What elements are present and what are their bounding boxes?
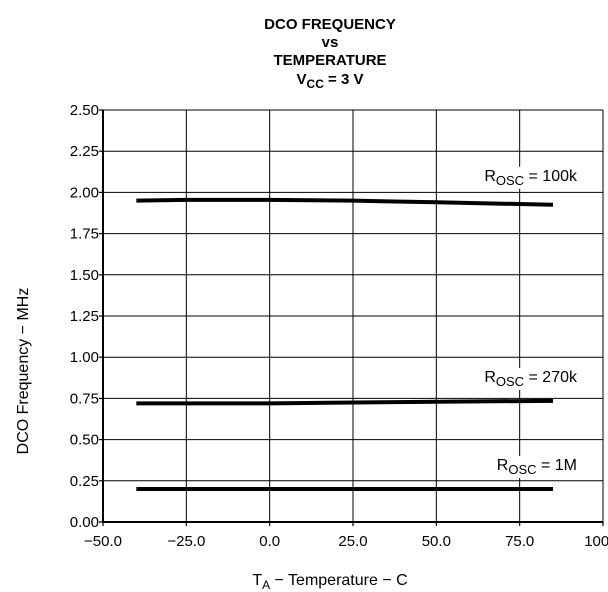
title-line-1: DCO FREQUENCY (264, 16, 396, 33)
x-tick-labels: −50.0 −25.0 0.0 25.0 50.0 75.0 100.0 (84, 533, 608, 550)
y-tick-label: 1.50 (70, 267, 99, 284)
y-tick-label: 1.00 (70, 349, 99, 366)
series-label-sub: OSC (508, 462, 536, 477)
series-label-background (493, 456, 580, 479)
axes (99, 109, 604, 526)
chart-title: DCO FREQUENCY vs TEMPERATURE VCC = 3 V (264, 16, 396, 91)
title-line-4-sub: CC (307, 77, 325, 91)
y-tick-label: 2.50 (70, 102, 99, 119)
x-axis-label-main: T (252, 572, 262, 589)
series-label-1: ROSC = 100k (484, 168, 578, 188)
series-label-sub: OSC (496, 374, 524, 389)
series-label-main: R (484, 369, 496, 386)
series-lines (136, 197, 554, 492)
series-line-1 (136, 197, 554, 207)
title-line-2: vs (322, 34, 339, 51)
y-tick-label: 2.25 (70, 143, 99, 160)
title-line-4: VCC = 3 V (297, 71, 364, 91)
title-line-4-main: V (297, 71, 307, 88)
series-label-background (481, 367, 581, 390)
series-label-background (481, 166, 581, 189)
y-tick-label: 0.50 (70, 432, 99, 449)
x-tick-label: 0.0 (259, 533, 280, 550)
y-tick-label: 0.75 (70, 390, 99, 407)
x-axis-label: TA − Temperature − C (252, 572, 407, 592)
series-label-rest: = 1M (537, 457, 577, 474)
x-axis-label-sub: A (262, 578, 270, 592)
x-tick-label: 75.0 (505, 533, 534, 550)
series-label-rest: = 100k (524, 168, 578, 185)
series-label-2: ROSC = 270k (484, 369, 578, 389)
series-label-main: R (497, 457, 509, 474)
grid (103, 109, 604, 522)
series-label-sub: OSC (496, 173, 524, 188)
y-tick-label: 1.25 (70, 308, 99, 325)
title-line-3: TEMPERATURE (273, 52, 386, 69)
x-tick-label: 100.0 (584, 533, 608, 550)
y-tick-label: 2.00 (70, 184, 99, 201)
y-tick-label: 0.00 (70, 514, 99, 531)
x-axis-label-rest: − Temperature − C (270, 572, 408, 589)
y-tick-label: 1.75 (70, 226, 99, 243)
y-tick-label: 0.25 (70, 473, 99, 490)
series-label-rest: = 270k (524, 369, 578, 386)
x-tick-label: −25.0 (167, 533, 205, 550)
y-axis-label: DCO Frequency − MHz (15, 288, 32, 455)
series-line-2 (136, 398, 554, 406)
x-tick-label: −50.0 (84, 533, 122, 550)
series-label-main: R (484, 168, 496, 185)
x-tick-label: 25.0 (338, 533, 367, 550)
x-tick-label: 50.0 (422, 533, 451, 550)
y-tick-labels: 0.00 0.25 0.50 0.75 1.00 1.25 1.50 1.75 2.00 2.25… (70, 102, 99, 531)
series-label-3: ROSC = 1M (497, 457, 577, 477)
title-line-4-rest: = 3 V (324, 71, 364, 88)
